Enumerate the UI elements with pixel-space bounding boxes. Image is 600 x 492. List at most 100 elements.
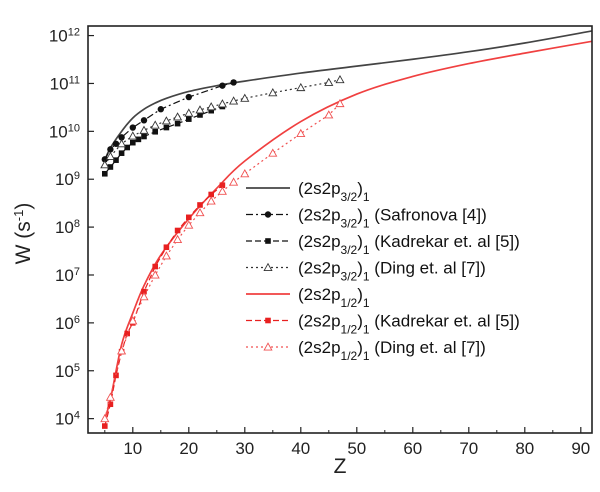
data-point	[208, 191, 214, 198]
legend-item: (2s2p1/2)1 (Ding et. al [7])	[246, 338, 486, 363]
legend-label: (2s2p3/2)1	[298, 179, 370, 204]
y-axis-title: W (s-1)	[11, 203, 36, 265]
legend-label: (2s2p3/2)1 (Ding et. al [7])	[298, 259, 486, 284]
data-point	[112, 140, 120, 147]
series-5	[102, 182, 226, 429]
legend-swatch-marker	[263, 342, 273, 351]
series-6	[100, 98, 345, 423]
legend-item: (2s2p3/2)1 (Kadrekar et. al [5])	[246, 232, 520, 257]
data-point	[152, 128, 158, 135]
data-point	[161, 116, 171, 125]
legend-item: (2s2p3/2)1 (Safronova [4])	[246, 206, 487, 231]
plot-marks	[100, 30, 592, 429]
data-point	[101, 156, 109, 163]
data-point	[139, 125, 149, 134]
data-point	[102, 170, 108, 177]
y-tick-label: 1012	[49, 27, 80, 46]
data-point	[197, 202, 203, 208]
data-point	[229, 177, 239, 186]
x-tick-label: 70	[459, 439, 478, 458]
legend-item: (2s2p3/2)1 (Ding et. al [7])	[246, 259, 486, 284]
data-point	[173, 112, 183, 121]
data-point	[229, 96, 239, 105]
data-point	[113, 157, 119, 163]
x-tick-label: 20	[179, 439, 198, 458]
data-point	[118, 134, 125, 141]
y-tick-label: 106	[55, 314, 80, 333]
series-line	[104, 184, 223, 427]
x-tick-label: 50	[347, 439, 366, 458]
y-tick-label: 109	[55, 170, 80, 189]
data-point	[219, 182, 226, 189]
data-point	[335, 98, 345, 108]
data-point	[230, 79, 237, 86]
x-tick-label: 30	[235, 439, 254, 458]
legend-item: (2s2p1/2)1 (Kadrekar et. al [5])	[246, 312, 520, 337]
data-point	[100, 413, 110, 423]
y-tick-label: 104	[55, 410, 80, 429]
data-point	[240, 93, 250, 102]
data-point	[184, 220, 194, 229]
data-point	[139, 292, 149, 301]
legend-swatch-marker	[264, 211, 272, 218]
data-point	[100, 160, 110, 169]
data-point	[128, 131, 138, 140]
data-point	[163, 244, 170, 251]
series-line	[104, 81, 234, 160]
data-point	[195, 207, 205, 217]
legend-label: (2s2p3/2)1 (Kadrekar et. al [5])	[298, 232, 520, 257]
data-point	[173, 234, 183, 244]
y-tick-label: 105	[55, 362, 80, 381]
legend-swatch-marker	[265, 238, 271, 244]
data-point	[219, 82, 226, 89]
data-point	[107, 401, 114, 408]
data-point	[118, 150, 125, 156]
data-point	[296, 82, 306, 92]
data-point	[105, 392, 115, 401]
data-point	[124, 144, 130, 151]
x-tick-label: 40	[291, 439, 310, 458]
y-tick-label: 108	[55, 218, 80, 237]
data-point	[157, 106, 164, 113]
data-point	[240, 169, 250, 178]
data-point	[105, 151, 115, 160]
data-point	[174, 120, 181, 127]
series-3	[100, 74, 345, 169]
legend: (2s2p3/2)1(2s2p3/2)1 (Safronova [4])(2s2…	[246, 179, 520, 363]
x-axis: 10 20 30 40 50 60 70 80 90	[104, 427, 590, 458]
x-tick-label: 80	[515, 439, 534, 458]
data-point	[197, 112, 203, 118]
data-point	[150, 120, 160, 129]
series-0	[104, 30, 592, 161]
y-tick-label: 107	[55, 266, 80, 285]
data-point	[141, 133, 147, 140]
data-point	[130, 139, 136, 146]
data-point	[206, 102, 216, 111]
data-point	[268, 88, 278, 97]
data-point	[161, 251, 171, 260]
data-point	[113, 372, 119, 379]
data-point	[128, 316, 138, 325]
x-axis-title: Z	[334, 455, 347, 478]
legend-label: (2s2p1/2)1 (Kadrekar et. al [5])	[298, 312, 520, 337]
data-point	[140, 117, 148, 124]
data-point	[217, 186, 227, 195]
plot-frame	[87, 25, 593, 434]
data-point	[208, 107, 214, 114]
data-point	[186, 116, 192, 122]
data-point	[117, 139, 127, 148]
data-point	[185, 93, 192, 101]
legend-item: (2s2p1/2)1	[246, 285, 370, 310]
data-point	[141, 288, 147, 295]
data-point	[107, 146, 114, 153]
legend-label: (2s2p3/2)1 (Safronova [4])	[298, 206, 487, 231]
data-point	[150, 270, 160, 279]
legend-label: (2s2p1/2)1 (Ding et. al [7])	[298, 338, 486, 363]
data-point	[163, 124, 170, 131]
y-tick-label: 1010	[49, 122, 80, 141]
data-point	[268, 148, 278, 157]
data-point	[184, 108, 194, 117]
data-point	[186, 214, 192, 221]
data-point	[324, 77, 334, 86]
